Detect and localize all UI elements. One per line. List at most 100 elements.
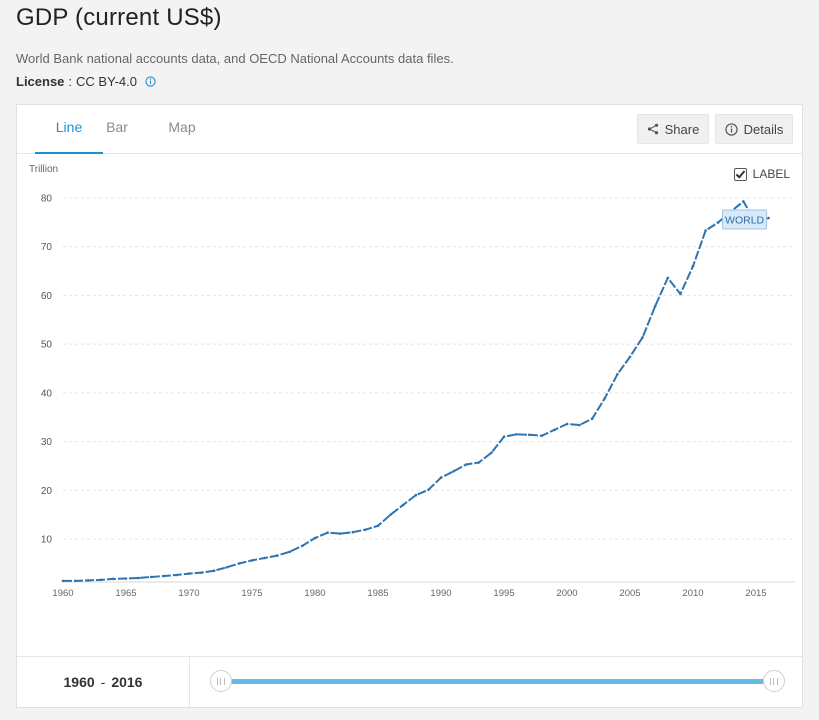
details-label: Details (743, 121, 784, 137)
x-tick-label: 1970 (178, 588, 199, 599)
license-value: CC BY-4.0 (76, 74, 137, 89)
y-tick-label: 50 (41, 340, 53, 351)
data-point (603, 396, 607, 400)
share-button[interactable]: Share (637, 114, 709, 144)
data-point (452, 470, 455, 473)
details-button[interactable]: Details (715, 114, 793, 144)
x-tick-label: 1995 (493, 588, 514, 599)
data-point (464, 463, 468, 466)
chart-tabs: Line Bar Map Share Details (17, 105, 802, 154)
range-separator: - (100, 674, 106, 690)
data-point (704, 229, 707, 232)
data-point (238, 562, 241, 565)
data-point (326, 531, 329, 534)
x-tick-label: 1975 (241, 588, 262, 599)
page-title: GDP (current US$) (16, 4, 222, 31)
data-point (641, 336, 644, 339)
source-text: World Bank national accounts data, and O… (16, 51, 454, 66)
data-point (200, 571, 203, 574)
data-point (137, 576, 140, 580)
data-point (389, 513, 392, 516)
data-point (124, 577, 128, 580)
data-point (628, 355, 632, 359)
x-tick-label: 1985 (367, 588, 388, 599)
x-tick-label: 1960 (52, 588, 73, 599)
x-tick-label: 2000 (556, 588, 577, 599)
data-point (301, 544, 304, 548)
tab-line[interactable]: Line (35, 105, 103, 154)
data-point (61, 579, 65, 583)
data-point (99, 578, 103, 582)
license-label: License (16, 74, 65, 89)
range-slider-end-handle[interactable] (763, 670, 785, 692)
data-point (225, 566, 229, 569)
data-point (288, 550, 292, 553)
x-tick-label: 2015 (745, 588, 766, 599)
x-tick-label: 1980 (304, 588, 325, 599)
grip-icon (217, 677, 225, 685)
label-checkbox[interactable] (733, 167, 747, 181)
data-point (515, 433, 518, 436)
data-point (112, 577, 115, 581)
data-point (565, 422, 569, 426)
tab-map[interactable]: Map (168, 119, 196, 135)
data-point (212, 569, 216, 572)
data-point (250, 559, 254, 562)
label-toggle-text: LABEL (752, 167, 790, 181)
data-point (616, 373, 619, 376)
range-start: 1960 (63, 674, 95, 690)
data-point (427, 488, 430, 492)
x-tick-label: 1965 (115, 588, 136, 599)
data-point (716, 221, 720, 224)
data-point (691, 264, 695, 268)
range-end: 2016 (111, 674, 143, 690)
data-point (74, 579, 77, 583)
line-chart: Trillion 10 20 30 40 50 60 70 80 1960 1965 1970 1975… (29, 164, 795, 599)
data-point (490, 451, 493, 455)
chart-area: Trillion 10 20 30 40 50 60 70 80 1960 1965 1970 1975… (17, 153, 804, 659)
data-point (149, 575, 153, 579)
x-tick-label: 2005 (619, 588, 640, 599)
data-point (175, 573, 178, 577)
data-point (439, 476, 443, 479)
data-point (477, 461, 481, 464)
label-toggle[interactable]: LABEL (733, 167, 790, 181)
x-tick-label: 2010 (682, 588, 703, 599)
license-line: License : CC BY-4.0 (16, 74, 156, 89)
data-point (187, 572, 191, 575)
tab-bar[interactable]: Bar (106, 119, 128, 135)
share-icon (647, 123, 658, 135)
data-point (590, 417, 594, 421)
data-point (553, 428, 556, 432)
range-slider-track[interactable] (221, 679, 771, 684)
grip-icon (770, 677, 778, 685)
info-icon[interactable] (145, 76, 156, 87)
series-line-world (63, 200, 769, 582)
data-point (275, 554, 279, 557)
range-slider-start-handle[interactable] (210, 670, 232, 692)
info-circle-icon (724, 122, 738, 136)
y-tick-label: 30 (41, 437, 53, 448)
data-point (376, 524, 380, 528)
data-point (527, 433, 531, 437)
data-point (351, 530, 355, 534)
range-footer: 1960 - 2016 (17, 656, 802, 707)
data-point (767, 216, 770, 220)
y-tick-label: 10 (41, 535, 53, 546)
data-point (338, 532, 342, 535)
series-label-world: WORLD (725, 214, 765, 226)
y-tick-label: 20 (41, 486, 53, 497)
y-tick-label: 70 (41, 242, 53, 253)
data-point (502, 435, 506, 439)
data-point (414, 493, 418, 497)
share-label: Share (664, 121, 700, 137)
data-point (364, 528, 367, 531)
year-range-label: 1960 - 2016 (17, 657, 190, 707)
data-point (653, 304, 657, 308)
data-point (263, 556, 266, 560)
data-point (578, 423, 581, 427)
data-point (313, 536, 317, 540)
series-label-box (722, 209, 768, 230)
y-tick-label: 40 (41, 388, 53, 399)
data-point (86, 579, 90, 582)
